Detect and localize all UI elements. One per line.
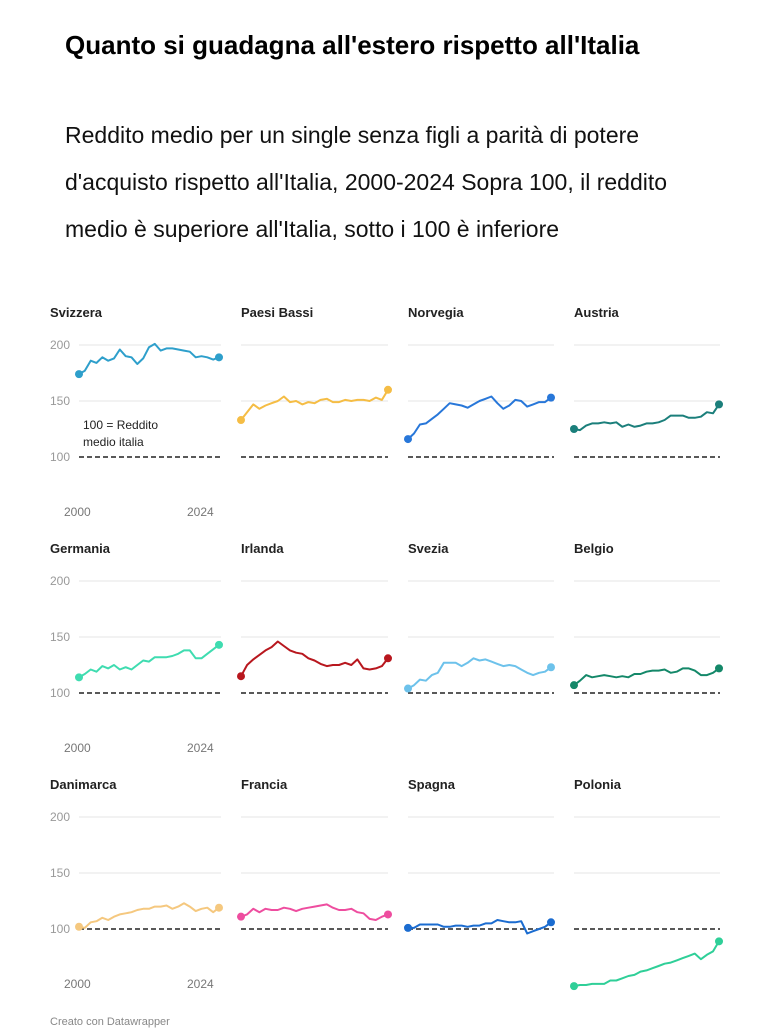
end-point-norvegia	[547, 393, 555, 402]
panel-title-norvegia: Norvegia	[408, 305, 464, 320]
panel-title-belgio: Belgio	[574, 541, 614, 556]
series-line-francia	[240, 903, 389, 921]
start-point-germania	[75, 673, 83, 682]
series-line-austria	[573, 403, 720, 432]
chart-subtitle: Reddito medio per un single senza figli …	[65, 122, 668, 242]
panel-title-svezia: Svezia	[408, 541, 449, 556]
credit-footer: Creato con Datawrapper	[50, 1016, 170, 1028]
end-point-polonia	[715, 937, 723, 946]
series-line-danimarca	[78, 902, 220, 929]
start-point-danimarca	[75, 922, 83, 931]
y-tick-label-100-germania: 100	[50, 686, 70, 700]
y-tick-label-150-germania: 150	[50, 630, 70, 644]
start-point-spagna	[404, 923, 412, 932]
y-tick-label-100-danimarca: 100	[50, 922, 70, 936]
y-tick-label-100-svizzera: 100	[50, 450, 70, 464]
end-point-germania	[215, 640, 223, 649]
y-tick-label-150-danimarca: 150	[50, 866, 70, 880]
panel-title-svizzera: Svizzera	[50, 305, 103, 320]
end-point-austria	[715, 400, 723, 409]
start-point-francia	[237, 912, 245, 921]
start-point-belgio	[570, 681, 578, 690]
end-point-spagna	[547, 918, 555, 927]
y-tick-label-200-danimarca: 200	[50, 810, 70, 824]
start-point-svizzera	[75, 370, 83, 379]
series-line-norvegia	[407, 395, 552, 441]
annotation-line-2: medio italia	[83, 435, 144, 449]
series-line-svezia	[407, 657, 552, 690]
panel-title-austria: Austria	[574, 305, 620, 320]
panel-title-irlanda: Irlanda	[241, 541, 284, 556]
start-point-polonia	[570, 982, 578, 991]
start-point-irlanda	[237, 672, 245, 681]
x-tick-label-start-germania: 2000	[64, 741, 91, 755]
series-line-paesi-bassi	[240, 388, 389, 421]
start-point-paesi-bassi	[237, 416, 245, 425]
end-point-irlanda	[384, 654, 392, 663]
panel-title-germania: Germania	[50, 541, 111, 556]
panel-title-danimarca: Danimarca	[50, 777, 117, 792]
end-point-svizzera	[215, 353, 223, 362]
series-line-germania	[78, 643, 220, 679]
start-point-austria	[570, 425, 578, 433]
y-tick-label-200-germania: 200	[50, 574, 70, 588]
series-line-spagna	[407, 919, 552, 935]
x-tick-label-start-danimarca: 2000	[64, 977, 91, 991]
series-line-belgio	[573, 667, 720, 687]
end-point-belgio	[715, 664, 723, 673]
x-tick-label-end-svizzera: 2024	[187, 505, 214, 519]
start-point-svezia	[404, 684, 412, 693]
y-tick-label-150-svizzera: 150	[50, 394, 70, 408]
panel-title-polonia: Polonia	[574, 777, 622, 792]
panel-title-spagna: Spagna	[408, 777, 456, 792]
series-line-svizzera	[78, 342, 220, 376]
panel-title-paesi-bassi: Paesi Bassi	[241, 305, 313, 320]
annotation-line-1: 100 = Reddito	[83, 418, 158, 432]
series-line-polonia	[573, 940, 720, 988]
end-point-danimarca	[215, 903, 223, 912]
end-point-svezia	[547, 663, 555, 672]
chart-title: Quanto si guadagna all'estero rispetto a…	[65, 30, 640, 60]
x-tick-label-end-germania: 2024	[187, 741, 214, 755]
y-tick-label-200-svizzera: 200	[50, 338, 70, 352]
x-tick-label-end-danimarca: 2024	[187, 977, 214, 991]
start-point-norvegia	[404, 435, 412, 444]
x-tick-label-start-svizzera: 2000	[64, 505, 91, 519]
series-line-irlanda	[240, 640, 389, 678]
panel-title-francia: Francia	[241, 777, 288, 792]
end-point-francia	[384, 910, 392, 919]
end-point-paesi-bassi	[384, 385, 392, 394]
